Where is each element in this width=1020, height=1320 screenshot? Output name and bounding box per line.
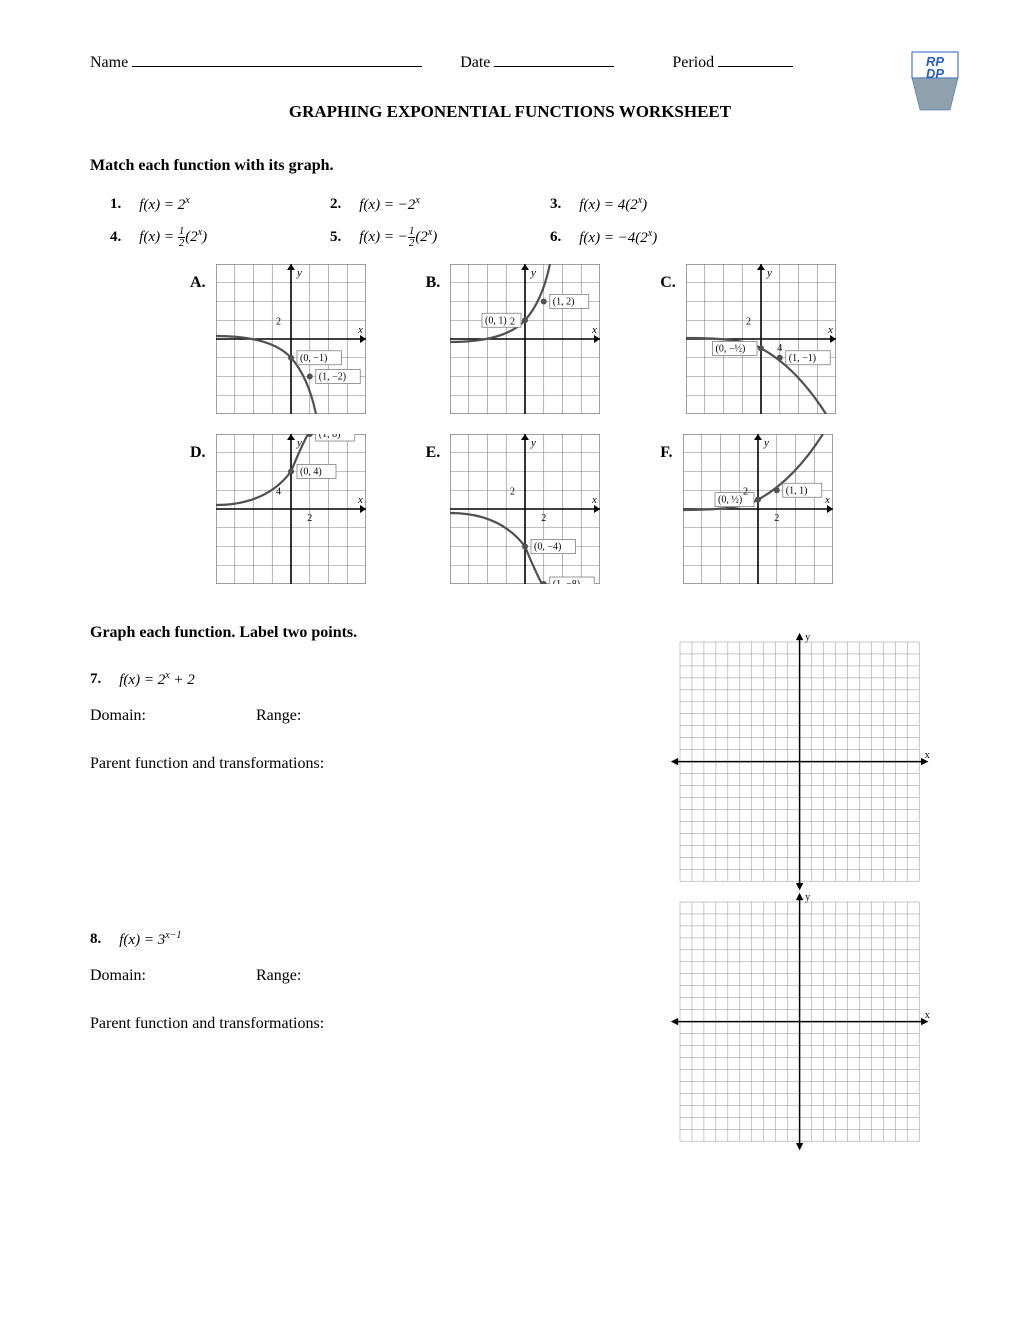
svg-text:2: 2 [774,513,779,524]
svg-text:y: y [763,437,769,449]
func-num: 4. [110,229,121,246]
svg-text:x: x [925,750,930,761]
q8-range-label: Range: [256,967,301,985]
func-expr: f(x) = −12(2x) [359,226,437,249]
svg-text:(1, −1): (1, −1) [789,353,816,364]
svg-text:y: y [296,267,302,279]
question-7: 7. f(x) = 2x + 2 Domain: Range: Parent f… [90,662,930,892]
svg-text:2: 2 [276,316,281,327]
graph-label: F. [660,444,672,462]
svg-text:(1, −8): (1, −8) [553,579,580,584]
name-blank[interactable] [132,50,422,67]
func-num: 5. [330,229,341,246]
period-blank[interactable] [718,50,793,67]
func-num: 1. [110,196,121,213]
svg-text:x: x [591,324,597,336]
svg-text:y: y [805,632,811,643]
func-num: 2. [330,196,341,213]
svg-text:x: x [357,494,363,506]
graph-label: D. [190,444,206,462]
svg-text:(1, 2): (1, 2) [553,297,575,308]
svg-text:x: x [591,494,597,506]
header-fields: Name Date Period [90,50,930,72]
svg-text:(1, 1): (1, 1) [785,485,807,496]
svg-text:(1, −2): (1, −2) [318,372,345,383]
graph-label: B. [426,274,441,292]
svg-text:(0, −1): (0, −1) [300,353,327,364]
q8-domain-label: Domain: [90,967,146,985]
graph-row-1: A. xy(0, −1)(1, −2)2 B. xy(0, 1)(1, 2)2 … [190,264,930,414]
svg-text:2: 2 [510,316,515,327]
svg-text:2: 2 [307,513,312,524]
svg-text:(0, 1): (0, 1) [485,315,507,326]
graph-label: E. [426,444,441,462]
rpdp-logo: RP DP [910,50,960,115]
svg-text:y: y [805,892,811,903]
graph-row-2: D. x y (0, 4) (1, 8) 4 2 E. x y (0, −4) (1, −8) 2… [190,434,930,584]
date-label: Date [460,54,490,72]
svg-text:x: x [925,1010,930,1021]
func-expr: f(x) = 12(2x) [139,226,207,249]
blank-grid-8[interactable]: yx [670,892,930,1152]
q7-domain-label: Domain: [90,707,146,725]
svg-text:2: 2 [541,513,546,524]
func-num: 3. [550,196,561,213]
function-row-1: 1. f(x) = 2x 2. f(x) = −2x 3. f(x) = 4(2… [90,195,930,214]
date-blank[interactable] [494,50,614,67]
graph-e: x y (0, −4) (1, −8) 2 2 [450,434,600,584]
q8-num: 8. [90,931,101,948]
svg-text:(0, −½): (0, −½) [715,343,745,354]
svg-text:y: y [530,437,536,449]
worksheet-title: GRAPHING EXPONENTIAL FUNCTIONS WORKSHEET [90,102,930,122]
svg-text:x: x [824,494,830,506]
svg-text:2: 2 [746,316,751,327]
svg-text:2: 2 [510,486,515,497]
q7-expr: f(x) = 2x + 2 [119,670,195,689]
func-num: 6. [550,229,561,246]
graph-a: x y (0, −1) (1, −2) 2 [216,264,366,414]
q7-range-label: Range: [256,707,301,725]
func-expr: f(x) = −2x [359,195,420,214]
graph-d: xy(0, 4)(1, 8)42 [216,434,366,584]
svg-text:(1, 8): (1, 8) [318,434,340,440]
name-label: Name [90,54,128,72]
question-8: 8. f(x) = 3x−1 Domain: Range: Parent fun… [90,922,930,1152]
svg-text:(0, −4): (0, −4) [534,542,561,553]
q7-parent-label: Parent function and transformations: [90,755,630,773]
graph-label: A. [190,274,206,292]
svg-text:y: y [766,267,772,279]
q8-parent-label: Parent function and transformations: [90,1015,630,1033]
svg-text:(0, 4): (0, 4) [300,467,322,478]
graph-label: C. [660,274,676,292]
svg-text:2: 2 [743,486,748,497]
graph-b: x y (0, 1) (1, 2) 2 [450,264,600,414]
svg-text:4: 4 [276,486,281,497]
q7-num: 7. [90,671,101,688]
svg-text:y: y [530,267,536,279]
svg-text:4: 4 [777,343,782,354]
blank-grid-7[interactable]: yx [670,632,930,892]
graph-f: x y (0, ½) (1, 1) 2 2 [683,434,833,584]
func-expr: f(x) = 4(2x) [579,195,647,214]
period-label: Period [672,54,714,72]
svg-text:x: x [827,324,833,336]
svg-text:(0, ½): (0, ½) [718,495,742,506]
function-row-2: 4. f(x) = 12(2x) 5. f(x) = −12(2x) 6. f(… [90,226,930,249]
graph-c: x y (0, −½) (1, −1) 2 4 [686,264,836,414]
q8-expr: f(x) = 3x−1 [119,930,181,949]
func-expr: f(x) = 2x [139,195,189,214]
section1-heading: Match each function with its graph. [90,157,930,175]
func-expr: f(x) = −4(2x) [579,228,657,247]
svg-text:x: x [357,324,363,336]
